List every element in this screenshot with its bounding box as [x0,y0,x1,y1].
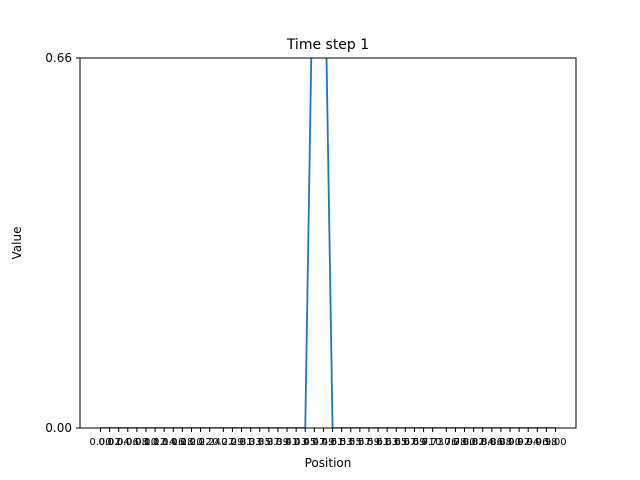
x-tick-label: 0.53 [331,437,353,448]
x-tick-label: 0.73 [422,437,444,448]
x-tick-label: 0.45 [294,437,316,448]
x-tick-label: 0.06 [117,437,139,448]
x-tick-label: 0.22 [189,437,211,448]
x-tick-label: 1.00 [544,437,566,448]
x-tick-label: 0.00 [89,437,111,448]
series-line-0 [100,58,556,428]
y-tick-label: 0.00 [45,421,72,435]
x-tick-label: 0.33 [240,437,262,448]
x-tick-label: 0.51 [321,437,343,448]
x-tick-label: 0.18 [171,437,193,448]
x-tick-label: 0.76 [435,437,457,448]
chart-title: Time step 1 [286,37,369,53]
x-tick-label: 0.80 [453,437,475,448]
x-axis-label: Position [305,456,352,470]
x-tick-label: 0.84 [472,437,494,448]
x-tick-label: 0.35 [249,437,271,448]
x-tick-label: 0.55 [340,437,362,448]
x-tick-label: 0.88 [490,437,512,448]
x-tick-label: 0.27 [212,437,234,448]
x-tick-label: 0.57 [349,437,371,448]
x-tick-label: 0.67 [394,437,416,448]
x-tick-label: 0.39 [267,437,289,448]
x-tick-label: 0.61 [367,437,389,448]
x-tick-label: 0.96 [526,437,548,448]
plot-frame [79,57,577,429]
y-axis-label: Value [10,227,24,260]
x-tick-label: 0.04 [108,437,130,448]
x-tick-label: 0.41 [276,437,298,448]
x-tick-label: 0.71 [412,437,434,448]
x-tick-label: 0.69 [403,437,425,448]
x-tick-label: 0.65 [385,437,407,448]
x-tick-label: 0.86 [481,437,503,448]
x-tick-label: 0.02 [98,437,120,448]
x-tick-label: 0.12 [144,437,166,448]
x-tick-label: 0.82 [462,437,484,448]
x-tick-label: 0.43 [285,437,307,448]
x-tick-label: 0.63 [376,437,398,448]
x-tick-label: 0.94 [517,437,539,448]
x-tick-label: 0.37 [258,437,280,448]
x-tick-label: 0.49 [312,437,334,448]
x-tick-label: 0.47 [303,437,325,448]
x-tick-label: 0.20 [180,437,202,448]
x-tick-label: 0.31 [230,437,252,448]
x-tick-label: 0.24 [199,437,221,448]
x-tick-label: 0.98 [535,437,557,448]
x-tick-label: 0.10 [135,437,157,448]
x-tick-label: 0.14 [153,437,175,448]
x-tick-label: 0.29 [221,437,243,448]
y-tick-label: 0.66 [45,51,72,65]
x-tick-label: 0.08 [126,437,148,448]
x-tick-label: 0.78 [444,437,466,448]
x-tick-label: 0.92 [508,437,530,448]
x-tick-label: 0.90 [499,437,521,448]
x-tick-label: 0.16 [162,437,184,448]
x-tick-label: 0.59 [358,437,380,448]
